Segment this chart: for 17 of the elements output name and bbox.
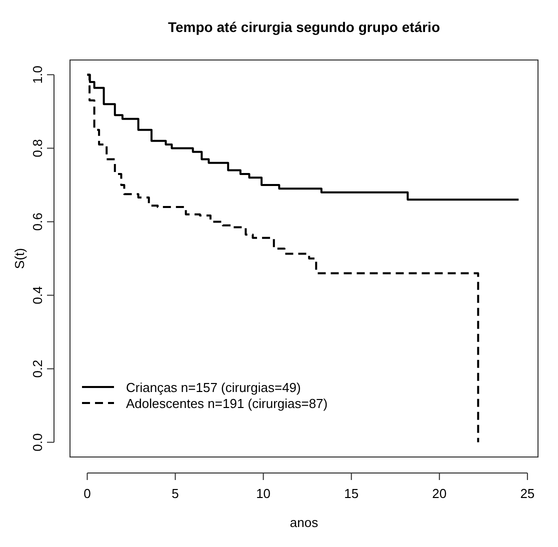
x-tick-label: 20 bbox=[432, 486, 447, 501]
x-tick-label: 0 bbox=[84, 486, 91, 501]
y-tick-label: 0.8 bbox=[30, 139, 45, 158]
x-tick-label: 25 bbox=[520, 486, 535, 501]
x-tick-label: 10 bbox=[256, 486, 271, 501]
legend-label: Adolescentes n=191 (cirurgias=87) bbox=[126, 396, 328, 411]
y-tick-label: 1.0 bbox=[30, 66, 45, 84]
x-axis-title: anos bbox=[290, 515, 319, 530]
y-tick-label: 0.0 bbox=[30, 433, 45, 452]
y-tick-label: 0.6 bbox=[30, 212, 45, 231]
y-tick-label: 0.4 bbox=[30, 286, 45, 304]
y-tick-label: 0.2 bbox=[30, 360, 45, 378]
x-tick-label: 15 bbox=[344, 486, 359, 501]
legend-label: Crianças n=157 (cirurgias=49) bbox=[126, 380, 301, 395]
x-tick-label: 5 bbox=[172, 486, 179, 501]
chart-title: Tempo até cirurgia segundo grupo etário bbox=[168, 19, 440, 35]
y-axis-title: S(t) bbox=[12, 248, 27, 269]
